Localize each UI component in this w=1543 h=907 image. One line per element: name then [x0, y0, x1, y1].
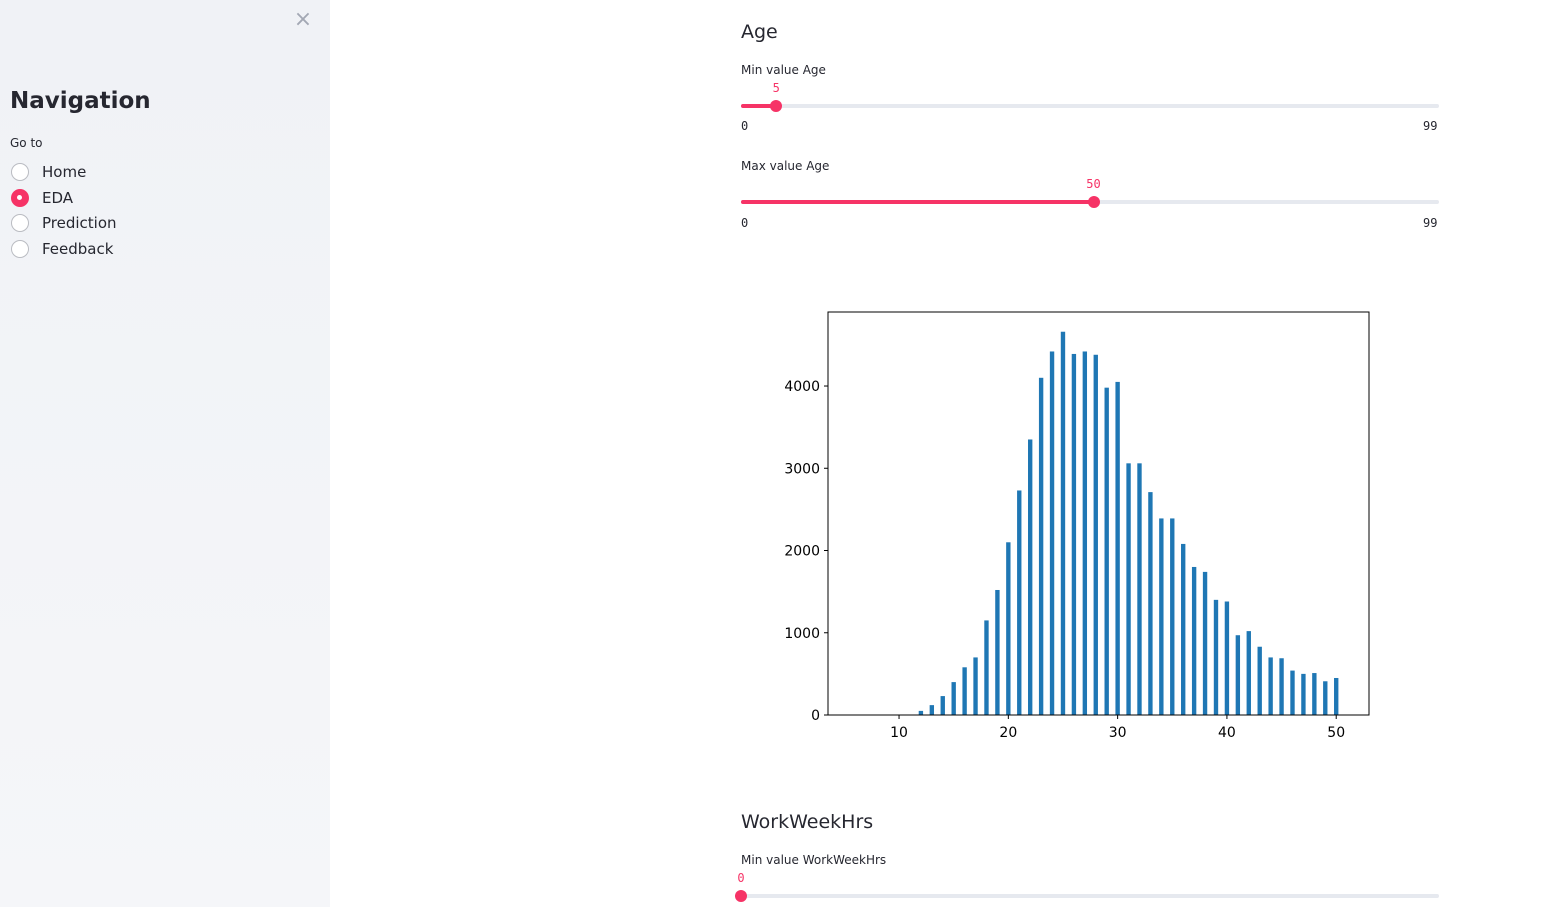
- radio-group-label: Go to: [10, 136, 43, 150]
- chart-bar: [1279, 658, 1284, 715]
- slider-fill: [741, 200, 1094, 204]
- y-tick-label: 4000: [784, 379, 820, 395]
- x-tick-label: 30: [1109, 725, 1127, 741]
- radio-option-label: EDA: [42, 189, 74, 207]
- y-tick-label: 3000: [784, 461, 820, 477]
- chart-bar: [1334, 677, 1339, 715]
- age-min-slider-min: 0: [741, 119, 749, 133]
- x-tick-label: 20: [999, 725, 1017, 741]
- chart-bar: [1159, 518, 1164, 715]
- age-max-slider-max: 99: [1423, 216, 1438, 230]
- radio-option-home[interactable]: Home: [11, 161, 86, 183]
- chart-bar: [1268, 657, 1273, 715]
- radio-option-label: Home: [42, 163, 87, 181]
- x-tick-label: 10: [890, 725, 908, 741]
- radio-circle-selected[interactable]: [11, 189, 29, 207]
- slider-thumb[interactable]: [1087, 196, 1100, 208]
- age-min-slider-label: Min value Age: [741, 63, 826, 77]
- chart-bar: [1137, 463, 1142, 715]
- radio-option-eda[interactable]: EDA: [11, 187, 73, 209]
- chart-bar: [1017, 490, 1022, 715]
- chart-bar: [1301, 673, 1306, 715]
- chart-bar: [1323, 681, 1328, 715]
- radio-circle[interactable]: [11, 163, 29, 181]
- chart-bar: [1213, 599, 1219, 715]
- chart-bar: [918, 710, 924, 715]
- chart-bar: [973, 657, 978, 715]
- chart-bar: [1202, 571, 1208, 715]
- sidebar-title: Navigation: [10, 88, 151, 114]
- y-tick-label: 1000: [784, 626, 820, 642]
- workweek-section-title: WorkWeekHrs: [741, 811, 874, 833]
- chart-bar: [1257, 646, 1262, 715]
- chart-frame: [827, 311, 1370, 716]
- workweek-min-slider[interactable]: [735, 890, 1439, 902]
- chart-bar: [1246, 631, 1251, 715]
- chart-bar: [1038, 377, 1044, 715]
- radio-option-feedback[interactable]: Feedback: [11, 238, 113, 260]
- chart-bar: [1148, 492, 1153, 715]
- chart-bar: [1235, 635, 1241, 715]
- chart-bar: [1181, 543, 1186, 715]
- y-tick-label: 0: [811, 708, 820, 724]
- radio-option-label: Feedback: [42, 240, 114, 258]
- chart-bar: [1104, 387, 1109, 715]
- radio-circle[interactable]: [11, 214, 29, 232]
- slider-thumb[interactable]: [770, 100, 783, 112]
- age-min-slider-value: 5: [772, 81, 780, 95]
- age-max-slider-label: Max value Age: [741, 159, 830, 173]
- x-tick-label: 50: [1327, 725, 1345, 741]
- sidebar: × Navigation Go to Home EDA Prediction F…: [0, 0, 330, 907]
- x-tick-label: 40: [1218, 725, 1236, 741]
- chart-bar: [984, 620, 989, 715]
- age-min-slider-max: 99: [1423, 119, 1438, 133]
- age-min-slider[interactable]: [741, 100, 1439, 112]
- chart-bar: [1060, 331, 1066, 715]
- chart-bar: [995, 589, 1000, 715]
- radio-circle[interactable]: [11, 240, 29, 258]
- chart-bar: [1049, 351, 1055, 715]
- age-histogram-chart: 10 20 30 40 50 0 1000 2000 3000 4000: [784, 311, 1370, 741]
- close-sidebar-icon[interactable]: ×: [293, 7, 313, 32]
- chart-bar: [1115, 381, 1120, 715]
- slider-fill: [741, 104, 777, 108]
- age-max-slider-min: 0: [741, 216, 749, 230]
- chart-bar: [1071, 353, 1077, 715]
- slider-thumb[interactable]: [735, 890, 747, 902]
- chart-bar: [1224, 601, 1230, 715]
- chart-bar: [1191, 566, 1197, 715]
- chart-bar: [1290, 670, 1295, 715]
- age-max-slider-value: 50: [1086, 177, 1101, 191]
- chart-bar: [962, 667, 967, 715]
- chart-bar: [940, 696, 945, 715]
- chart-bar: [929, 705, 935, 715]
- chart-bar: [1126, 463, 1131, 715]
- chart-bar: [1093, 354, 1098, 715]
- age-max-slider[interactable]: [741, 196, 1439, 208]
- chart-bar: [951, 682, 956, 715]
- chart-bar: [1082, 351, 1088, 715]
- chart-bar: [1312, 673, 1317, 715]
- radio-option-prediction[interactable]: Prediction: [11, 212, 117, 234]
- chart-bar: [1006, 542, 1011, 715]
- age-section-title: Age: [741, 21, 778, 43]
- workweek-min-slider-label: Min value WorkWeekHrs: [741, 853, 887, 867]
- workweek-min-slider-value: 0: [737, 871, 745, 885]
- y-tick-label: 2000: [784, 544, 820, 560]
- chart-bar: [1028, 439, 1033, 715]
- chart-bar: [1170, 518, 1175, 715]
- radio-option-label: Prediction: [42, 214, 117, 232]
